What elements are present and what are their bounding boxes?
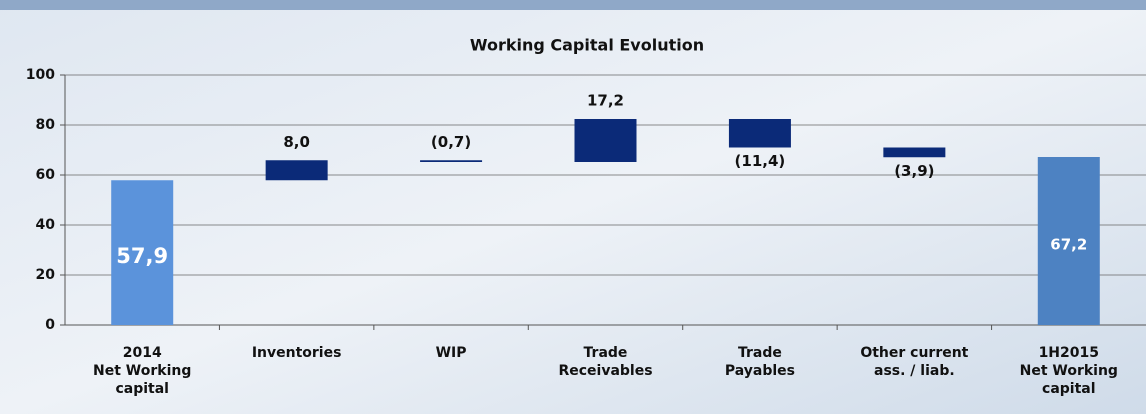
x-tick-label: 1H2015 — [1039, 345, 1099, 361]
x-tick-label: Net Working — [93, 363, 191, 379]
background-band — [0, 0, 1146, 10]
y-tick-label: 20 — [36, 267, 56, 283]
bar — [729, 119, 791, 148]
x-tick-label: Inventories — [252, 345, 342, 361]
y-tick-label: 40 — [36, 217, 56, 233]
x-tick-label: ass. / liab. — [874, 363, 955, 379]
y-tick-label: 100 — [26, 67, 55, 83]
y-tick-label: 0 — [45, 317, 55, 333]
x-tick-label: 2014 — [123, 345, 162, 361]
x-tick-label: Receivables — [558, 363, 652, 379]
bar — [420, 160, 482, 162]
x-tick-label: Trade — [738, 345, 782, 361]
x-tick-label: Trade — [584, 345, 628, 361]
bar — [575, 119, 637, 162]
x-tick-label: Payables — [725, 363, 795, 379]
x-tick-label: WIP — [436, 345, 467, 361]
value-label: 17,2 — [587, 92, 624, 110]
value-label: (0,7) — [431, 133, 471, 151]
chart-title: Working Capital Evolution — [470, 36, 704, 55]
x-tick-label: capital — [1042, 381, 1096, 397]
value-label: (11,4) — [735, 152, 786, 170]
value-label: 57,9 — [116, 244, 168, 268]
value-label: 8,0 — [283, 133, 310, 151]
bar — [266, 160, 328, 180]
y-tick-label: 60 — [36, 167, 56, 183]
x-tick-label: Net Working — [1020, 363, 1118, 379]
x-tick-label: Other current — [860, 345, 968, 361]
value-label: 67,2 — [1050, 236, 1087, 254]
bar — [883, 148, 945, 158]
y-tick-label: 80 — [36, 117, 56, 133]
value-label: (3,9) — [894, 162, 934, 180]
chart: Working Capital Evolution 0 20 40 60 80 100 20… — [0, 0, 1146, 414]
x-tick-label: capital — [115, 381, 169, 397]
